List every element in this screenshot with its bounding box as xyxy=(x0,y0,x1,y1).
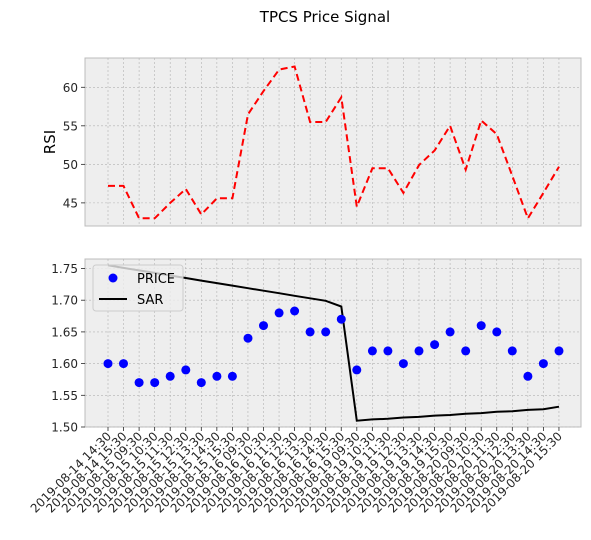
price-point xyxy=(398,359,408,369)
price-point xyxy=(103,359,113,369)
price-y-tick-label: 1.65 xyxy=(51,325,78,339)
rsi-panel: 45 50 55 60 RSI xyxy=(41,57,582,227)
price-panel: 1.50 1.55 1.60 1.65 1.70 1.75 PRICE SAR 2019-… xyxy=(28,258,582,516)
price-point xyxy=(430,340,440,350)
legend-price-label: PRICE xyxy=(137,272,175,287)
price-y-tick-label: 1.75 xyxy=(51,262,78,276)
rsi-series-line xyxy=(108,65,560,221)
price-point xyxy=(227,371,237,381)
legend: PRICE SAR xyxy=(92,264,184,312)
price-point xyxy=(150,378,160,388)
price-y-tick-label: 1.70 xyxy=(51,294,78,308)
price-point xyxy=(321,327,331,337)
price-point xyxy=(352,365,362,375)
rsi-y-tick-label: 60 xyxy=(63,81,78,95)
price-point xyxy=(212,371,222,381)
price-point xyxy=(259,321,268,331)
rsi-plot-area xyxy=(84,57,582,227)
price-point xyxy=(523,371,533,381)
price-point xyxy=(274,308,284,318)
price-point xyxy=(196,378,206,388)
price-point xyxy=(134,378,144,388)
price-point xyxy=(445,327,455,337)
rsi-y-tick-label: 55 xyxy=(63,119,78,133)
rsi-y-ticks: 45 50 55 60 xyxy=(63,81,85,210)
price-series-points xyxy=(103,306,564,388)
price-point xyxy=(554,346,564,356)
price-point xyxy=(243,333,253,343)
price-point xyxy=(383,346,393,356)
rsi-y-axis-label: RSI xyxy=(41,130,59,154)
legend-price-marker xyxy=(108,273,118,283)
price-point xyxy=(414,346,424,356)
figure-title: TPCS Price Signal xyxy=(259,8,390,26)
price-point xyxy=(492,327,502,337)
price-point xyxy=(476,321,486,331)
legend-sar-label: SAR xyxy=(137,293,163,308)
price-point xyxy=(290,306,300,316)
price-y-ticks: 1.50 1.55 1.60 1.65 1.70 1.75 xyxy=(51,262,85,435)
rsi-y-tick-label: 45 xyxy=(63,196,78,210)
price-y-tick-label: 1.60 xyxy=(51,357,78,371)
price-point xyxy=(461,346,471,356)
price-point xyxy=(119,359,128,369)
price-point xyxy=(507,346,517,356)
rsi-y-tick-label: 50 xyxy=(63,158,78,172)
price-point xyxy=(305,327,315,337)
price-point xyxy=(336,314,346,324)
price-y-tick-label: 1.50 xyxy=(51,421,78,435)
price-y-tick-label: 1.55 xyxy=(51,389,78,403)
rsi-gridlines xyxy=(85,58,581,226)
price-point xyxy=(367,346,377,356)
price-point xyxy=(165,371,175,381)
price-point xyxy=(181,365,191,375)
price-point xyxy=(538,359,548,369)
